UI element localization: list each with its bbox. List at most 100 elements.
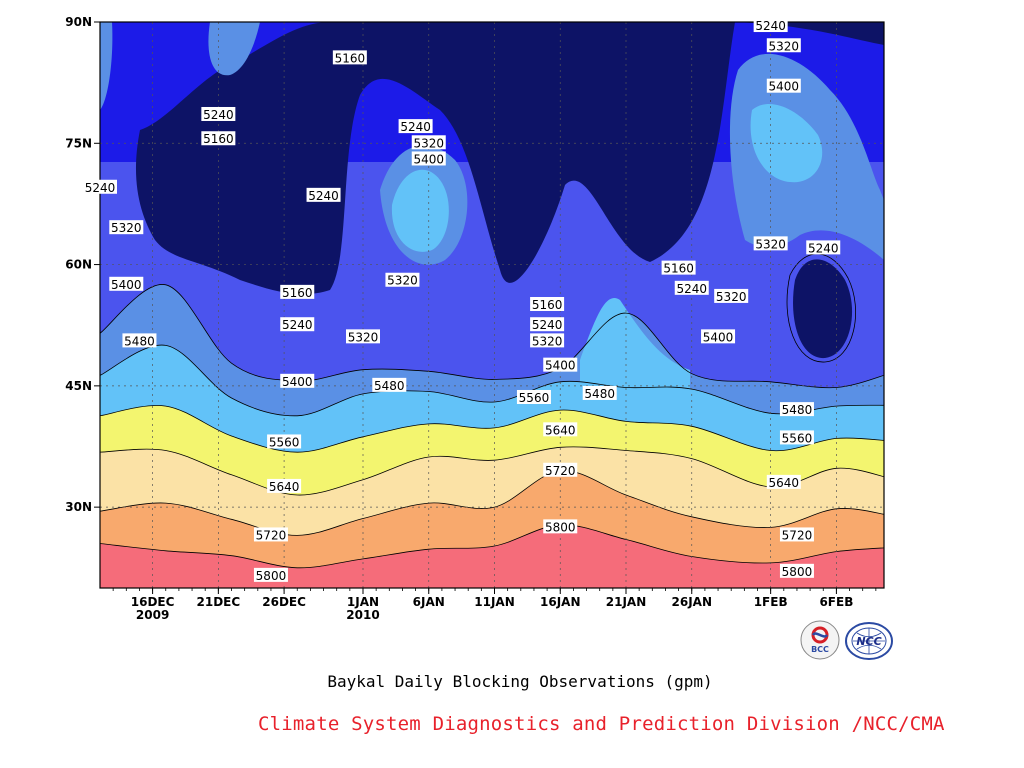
contour-label-bg — [582, 385, 617, 400]
contour-label-bg — [280, 373, 315, 388]
contour-label-bg — [766, 78, 801, 93]
contour-label-bg — [201, 131, 236, 146]
contour-label-bg — [398, 119, 433, 134]
contour-label: 5320 — [346, 329, 380, 344]
contour-label-bg — [122, 333, 157, 348]
contour-label-text: 5480 — [124, 334, 155, 348]
x-tick-label: 26DEC — [262, 595, 306, 609]
contour-label: 5480 — [372, 377, 407, 393]
chart-title: Baykal Daily Blocking Observations (gpm) — [327, 672, 713, 691]
contour-label: 5640 — [766, 474, 801, 490]
contour-label-text: 5320 — [413, 136, 444, 150]
contour-label-text: 5160 — [532, 298, 563, 312]
contour-label-bg — [766, 38, 801, 53]
contour-label-bg — [530, 317, 565, 332]
blob-dark-core — [135, 22, 884, 295]
contour-label: 5400 — [411, 151, 446, 166]
contour-line-5400 — [100, 344, 884, 417]
contour-label-bg — [661, 260, 696, 275]
blob-left-edge — [100, 22, 113, 110]
contour-label-bg — [779, 402, 814, 417]
contour-label: 5320 — [753, 236, 788, 251]
contour-label: 5800 — [779, 563, 814, 579]
contour-labels: 5240 5320 5400 5480 5240 5160 5160 5240 5400 5560… — [83, 18, 841, 583]
contour-label-text: 5240 — [755, 19, 786, 33]
contour-label: 5480 — [582, 385, 617, 401]
blob-right-ring — [786, 253, 856, 363]
contour-label-text: 5400 — [703, 330, 734, 344]
contour-label: 5400 — [766, 78, 801, 94]
contour-label-text: 5320 — [348, 330, 379, 344]
bcc-logo-text: BCC — [811, 645, 829, 654]
x-tick-label: 11JAN — [474, 595, 515, 609]
contour-label: 5240 — [806, 240, 841, 255]
contour-label-bg — [109, 276, 144, 291]
blob-center-high-core — [391, 169, 449, 252]
contour-label-text: 5400 — [111, 278, 142, 292]
contour-label-bg — [530, 333, 565, 348]
credit-line: Climate System Diagnostics and Predictio… — [258, 713, 945, 735]
contour-label: 5640 — [543, 422, 578, 437]
contour-label-text: 5400 — [413, 152, 444, 166]
contour-label-text: 5240 — [532, 318, 563, 332]
contour-label-bg — [253, 527, 288, 542]
contour-label-text: 5240 — [282, 318, 313, 332]
contour-label-text: 5640 — [269, 480, 300, 494]
contour-label-bg — [753, 236, 788, 251]
contour-label-text: 5560 — [782, 431, 813, 445]
x-tick-label: 21DEC — [197, 595, 241, 609]
contour-label-bg — [385, 272, 420, 287]
contour-line-5320 — [100, 284, 884, 389]
contour-label: 5480 — [122, 333, 157, 348]
band-above-5800 — [100, 524, 884, 588]
contour-label: 5560 — [267, 434, 302, 449]
contour-label-bg — [543, 519, 578, 534]
contour-label: 5400 — [543, 357, 578, 373]
contour-label-text: 5160 — [203, 132, 234, 146]
contour-label-text: 5400 — [282, 375, 313, 389]
contour-label-text: 5800 — [256, 569, 287, 583]
contour-label: 5240 — [201, 106, 236, 122]
contour-label: 5160 — [661, 260, 696, 276]
contour-label-text: 5800 — [545, 520, 576, 534]
contour-label-bg — [779, 527, 814, 542]
contour-label: 5240 — [280, 317, 315, 332]
x-tick-sublabel: 2010 — [346, 608, 379, 622]
blob-topleft-high — [208, 22, 260, 76]
contour-label-bg — [253, 567, 288, 582]
contour-label: 5320 — [385, 272, 420, 288]
contour-label-bg — [83, 179, 117, 194]
contour-label-text: 5240 — [85, 181, 116, 195]
contour-label-text: 5320 — [532, 334, 563, 348]
x-tick-label: 1FEB — [754, 595, 788, 609]
x-tick-label: 16JAN — [540, 595, 581, 609]
contour-label-bg — [766, 474, 801, 489]
contour-label-bg — [779, 563, 814, 578]
contour-label: 5320 — [109, 220, 144, 235]
plot-frame — [99, 21, 885, 589]
x-tick-label: 26JAN — [672, 595, 713, 609]
contour-label-text: 5320 — [769, 39, 800, 53]
contour-label: 5560 — [779, 430, 814, 445]
contour-label-bg — [701, 329, 736, 344]
contour-label: 5320 — [411, 135, 446, 150]
x-tick-label: 6JAN — [413, 595, 445, 609]
contour-label-text: 5240 — [400, 120, 431, 134]
contour-label-bg — [543, 462, 578, 477]
x-tick-label: 16DEC — [131, 595, 175, 609]
contour-label-bg — [516, 389, 551, 404]
contour-label: 5640 — [267, 478, 302, 494]
contour-label-text: 5240 — [676, 282, 707, 296]
contour-label-text: 5720 — [782, 528, 813, 542]
contour-label-text: 5720 — [256, 528, 287, 542]
y-tick-label: 45N — [65, 379, 92, 393]
contour-label-text: 5800 — [782, 565, 813, 579]
contour-label: 5720 — [779, 527, 814, 542]
ncc-logo-icon: NCC — [845, 622, 893, 660]
contour-label-text: 5400 — [769, 80, 800, 94]
contour-label-text: 5240 — [203, 108, 234, 122]
contour-label-bg — [201, 106, 236, 121]
contour-label-bg — [543, 422, 578, 437]
contour-label: 5240 — [530, 317, 565, 332]
